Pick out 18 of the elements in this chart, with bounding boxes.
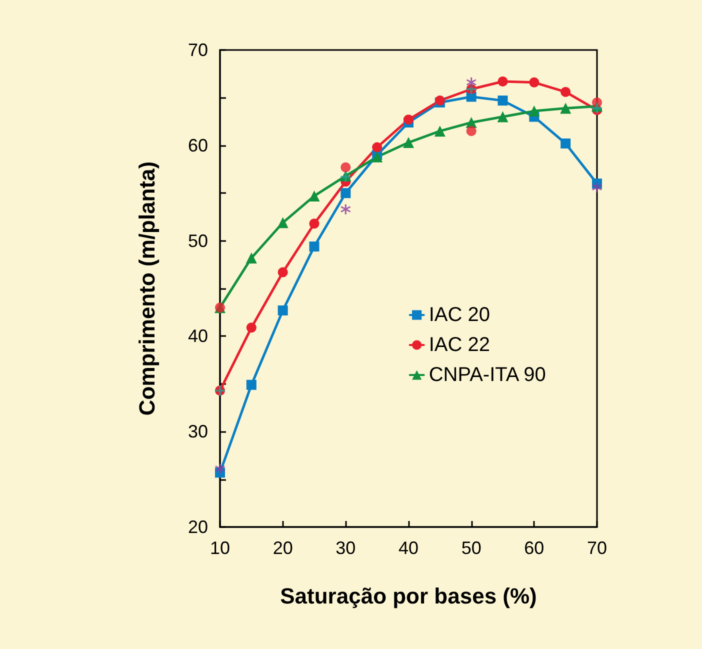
x-tick-label: 50 bbox=[461, 538, 482, 558]
x-axis-title: Saturação por bases (%) bbox=[280, 584, 537, 608]
x-tick-label: 60 bbox=[524, 538, 544, 558]
x-tick-label: 70 bbox=[586, 538, 608, 558]
y-tick-label: 50 bbox=[188, 230, 208, 251]
legend-label: CNPA-ITA 90 bbox=[428, 364, 546, 386]
y-axis-title: Comprimento (m/planta) bbox=[134, 161, 160, 416]
x-tick-label: 20 bbox=[272, 538, 293, 558]
x-tick-label: 30 bbox=[336, 538, 356, 558]
x-tick-label: 10 bbox=[210, 538, 230, 558]
legend-label: IAC 20 bbox=[428, 304, 490, 326]
y-tick-label: 60 bbox=[188, 135, 208, 156]
legend-label: IAC 22 bbox=[428, 334, 490, 356]
y-tick-label: 40 bbox=[188, 326, 208, 346]
y-tick-label: 30 bbox=[188, 422, 208, 442]
x-tick-label: 40 bbox=[398, 538, 419, 558]
y-tick-label: 20 bbox=[188, 517, 208, 537]
y-tick-label: 70 bbox=[188, 40, 208, 60]
